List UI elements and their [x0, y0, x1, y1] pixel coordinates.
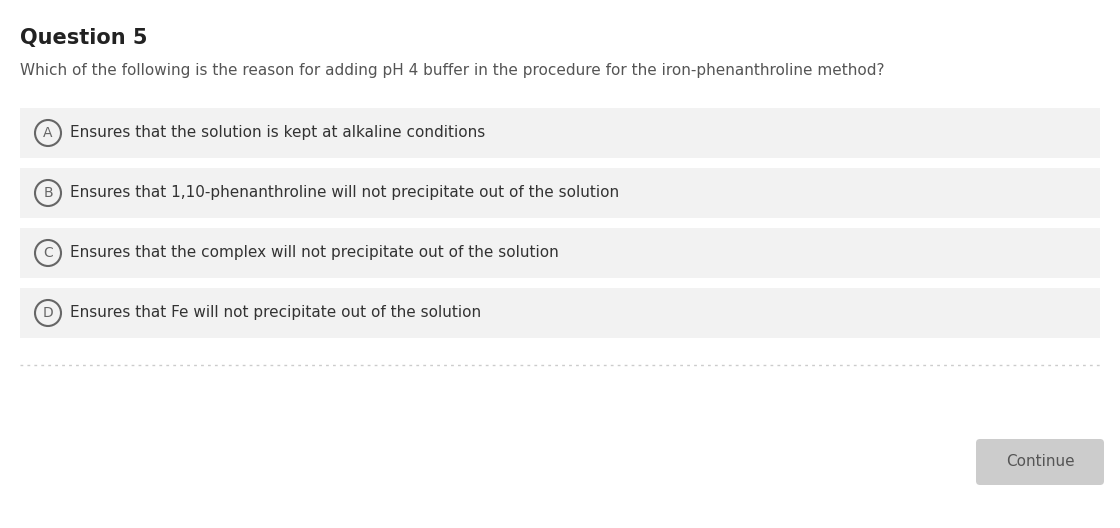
Text: Ensures that the solution is kept at alkaline conditions: Ensures that the solution is kept at alk… [69, 126, 485, 140]
Text: Ensures that the complex will not precipitate out of the solution: Ensures that the complex will not precip… [69, 246, 559, 260]
Text: C: C [44, 246, 53, 260]
Text: D: D [43, 306, 54, 320]
Text: B: B [44, 186, 53, 200]
Text: Ensures that Fe will not precipitate out of the solution: Ensures that Fe will not precipitate out… [69, 306, 482, 320]
Text: Which of the following is the reason for adding pH 4 buffer in the procedure for: Which of the following is the reason for… [20, 63, 885, 78]
FancyBboxPatch shape [976, 439, 1104, 485]
Text: Continue: Continue [1006, 455, 1074, 469]
Text: A: A [44, 126, 53, 140]
FancyBboxPatch shape [20, 288, 1100, 338]
Text: Ensures that 1,10-phenanthroline will not precipitate out of the solution: Ensures that 1,10-phenanthroline will no… [69, 185, 619, 201]
Text: Question 5: Question 5 [20, 28, 148, 48]
FancyBboxPatch shape [20, 108, 1100, 158]
FancyBboxPatch shape [20, 228, 1100, 278]
FancyBboxPatch shape [20, 168, 1100, 218]
